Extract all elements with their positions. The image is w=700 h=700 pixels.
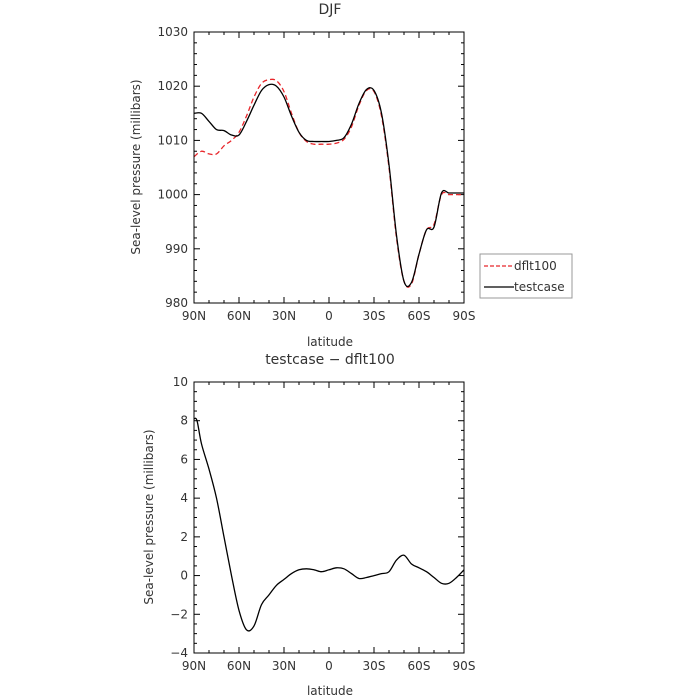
bottom-ytick-label: 2 (180, 530, 188, 544)
top-ytick-label: 1030 (157, 25, 188, 39)
top-ytick-label: 990 (165, 242, 188, 256)
bottom-xtick-label: 60N (227, 659, 251, 673)
top-chart-axes: 90N 60N 30N 0 30S 60S 90S 980 990 1000 1010 1020 103… (157, 25, 475, 323)
bottom-chart-xlabel: latitude (307, 684, 353, 698)
top-ytick-label: 1010 (157, 133, 188, 147)
bottom-ytick-label: 10 (173, 375, 188, 389)
bottom-xtick-label: 90S (453, 659, 476, 673)
top-chart-legend: dflt100 testcase (479, 253, 573, 299)
bottom-ytick-label: 4 (180, 491, 188, 505)
top-ytick-label: 1020 (157, 79, 188, 93)
top-chart-series (193, 78, 464, 288)
top-xtick-label: 60S (408, 309, 431, 323)
legend-box (479, 253, 573, 299)
top-xtick-label: 30N (272, 309, 296, 323)
bottom-xtick-label: 0 (325, 659, 333, 673)
legend-label-testcase: testcase (514, 280, 565, 294)
top-xtick-label: 0 (325, 309, 333, 323)
bottom-xtick-label: 30N (272, 659, 296, 673)
bottom-chart: testcase − dflt100 90N 60N 30N 0 30S 60S 90S −4… (142, 352, 475, 698)
top-xtick-label: 30S (363, 309, 386, 323)
bottom-ytick-label: 6 (180, 452, 188, 466)
bottom-chart-title: testcase − dflt100 (265, 352, 395, 368)
bottom-ytick-label: −2 (170, 607, 188, 621)
top-ytick-label: 1000 (157, 188, 188, 202)
top-chart-frame (193, 31, 465, 304)
top-series-line-dflt100 (193, 78, 464, 288)
bottom-xtick-label: 90N (182, 659, 206, 673)
top-chart-xlabel: latitude (307, 335, 353, 349)
top-xtick-label: 60N (227, 309, 251, 323)
bottom-series-line-difference (193, 417, 465, 632)
bottom-xtick-label: 30S (363, 659, 386, 673)
bottom-chart-ylabel: Sea-level pressure (millibars) (142, 429, 156, 604)
top-chart-title: DJF (319, 2, 342, 18)
top-chart-ylabel: Sea-level pressure (millibars) (129, 79, 143, 254)
bottom-chart-frame (193, 381, 465, 654)
bottom-ytick-label: −4 (170, 646, 188, 660)
bottom-ytick-label: 0 (180, 569, 188, 583)
legend-label-dflt100: dflt100 (514, 259, 557, 273)
bottom-ytick-label: 8 (180, 414, 188, 428)
bottom-xtick-label: 60S (408, 659, 431, 673)
bottom-chart-axes: 90N 60N 30N 0 30S 60S 90S −4 −2 0 2 4 6 8 10 (170, 375, 475, 673)
top-xtick-label: 90S (453, 309, 476, 323)
top-chart: DJF 90N 60N 30N 0 30S 60S 90S 980 990 1000 1010 102… (129, 2, 573, 349)
top-ytick-label: 980 (165, 296, 188, 310)
bottom-chart-series (193, 417, 465, 632)
top-series-line-testcase (193, 83, 464, 288)
top-xtick-label: 90N (182, 309, 206, 323)
